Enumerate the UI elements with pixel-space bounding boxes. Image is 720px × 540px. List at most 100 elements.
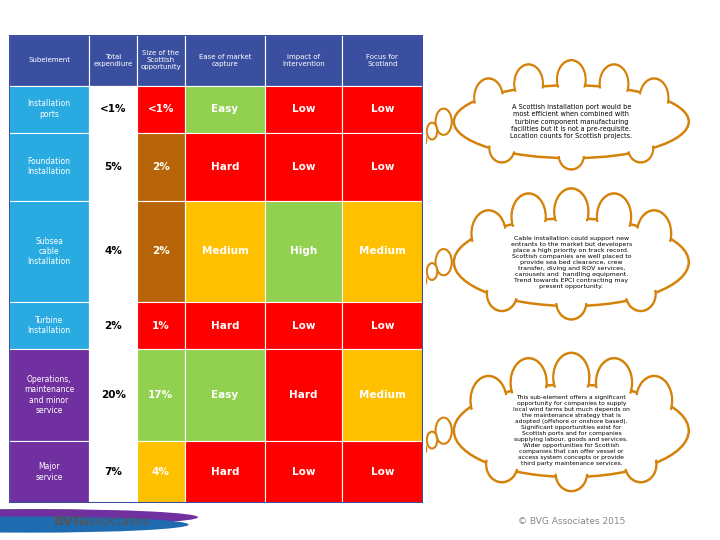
Ellipse shape bbox=[597, 193, 631, 240]
Circle shape bbox=[436, 417, 451, 444]
Bar bbox=[89, 86, 137, 133]
Ellipse shape bbox=[558, 62, 585, 98]
Text: Low: Low bbox=[292, 161, 315, 172]
Ellipse shape bbox=[458, 221, 685, 303]
Bar bbox=[9, 200, 89, 302]
Ellipse shape bbox=[598, 360, 631, 406]
Text: 5%: 5% bbox=[104, 161, 122, 172]
Text: Low: Low bbox=[292, 321, 315, 331]
Circle shape bbox=[436, 249, 451, 275]
Text: This sub-element offers a significant
opportunity for companies to supply
local : This sub-element offers a significant op… bbox=[513, 395, 630, 466]
Text: Low: Low bbox=[371, 467, 394, 477]
Bar bbox=[184, 441, 265, 503]
Text: 17%: 17% bbox=[148, 390, 174, 400]
Text: Medium: Medium bbox=[202, 246, 248, 256]
Text: 4%: 4% bbox=[152, 467, 170, 477]
Bar bbox=[265, 86, 342, 133]
Ellipse shape bbox=[596, 358, 632, 407]
Bar bbox=[9, 86, 89, 133]
Circle shape bbox=[427, 263, 437, 280]
Ellipse shape bbox=[627, 279, 654, 309]
Text: Hard: Hard bbox=[211, 467, 239, 477]
Text: 2%: 2% bbox=[152, 246, 170, 256]
Ellipse shape bbox=[487, 278, 517, 311]
Ellipse shape bbox=[600, 66, 627, 102]
Bar bbox=[265, 133, 342, 200]
Ellipse shape bbox=[458, 87, 685, 156]
Bar bbox=[89, 200, 137, 302]
Text: Cable installation could support new
entrants to the market but developers
place: Cable installation could support new ent… bbox=[510, 235, 632, 289]
Text: Major
service: Major service bbox=[35, 462, 63, 482]
Bar bbox=[184, 349, 265, 441]
Bar bbox=[89, 133, 137, 200]
Text: Focus for
Scotland: Focus for Scotland bbox=[366, 54, 398, 67]
Ellipse shape bbox=[629, 134, 653, 163]
Ellipse shape bbox=[510, 358, 546, 407]
Bar bbox=[184, 86, 265, 133]
Circle shape bbox=[0, 509, 198, 525]
Text: Low: Low bbox=[371, 161, 394, 172]
Ellipse shape bbox=[513, 195, 544, 238]
Text: Ease of market
capture: Ease of market capture bbox=[199, 54, 251, 67]
Circle shape bbox=[420, 136, 426, 145]
Bar bbox=[137, 302, 184, 349]
Ellipse shape bbox=[598, 195, 630, 238]
Bar bbox=[342, 133, 423, 200]
Circle shape bbox=[427, 123, 437, 139]
Circle shape bbox=[0, 509, 179, 525]
Bar bbox=[137, 35, 184, 86]
Ellipse shape bbox=[557, 60, 585, 99]
Ellipse shape bbox=[487, 448, 516, 481]
Ellipse shape bbox=[471, 376, 506, 425]
Ellipse shape bbox=[554, 353, 589, 402]
Text: Size of the
Scottish
opportunity: Size of the Scottish opportunity bbox=[140, 50, 181, 70]
Bar bbox=[89, 349, 137, 441]
Text: Impact of
Intervention: Impact of Intervention bbox=[282, 54, 325, 67]
Text: Medium: Medium bbox=[359, 390, 405, 400]
Text: Low: Low bbox=[371, 104, 394, 114]
Bar bbox=[342, 441, 423, 503]
Bar bbox=[342, 35, 423, 86]
Ellipse shape bbox=[556, 456, 587, 491]
Circle shape bbox=[420, 445, 426, 454]
Text: Easy: Easy bbox=[212, 104, 238, 114]
Ellipse shape bbox=[515, 64, 543, 103]
Text: 20%: 20% bbox=[101, 390, 126, 400]
Ellipse shape bbox=[454, 85, 689, 158]
Text: Low: Low bbox=[292, 104, 315, 114]
Text: 2%: 2% bbox=[104, 321, 122, 331]
Ellipse shape bbox=[600, 64, 628, 103]
Bar bbox=[184, 35, 265, 86]
Bar bbox=[265, 349, 342, 441]
Ellipse shape bbox=[637, 377, 671, 423]
Bar bbox=[342, 200, 423, 302]
Ellipse shape bbox=[626, 448, 655, 481]
Text: Installation
ports: Installation ports bbox=[27, 99, 71, 119]
Text: Hard: Hard bbox=[289, 390, 318, 400]
Ellipse shape bbox=[490, 134, 514, 163]
Ellipse shape bbox=[472, 377, 505, 423]
Text: Operations,
maintenance
and minor
service: Operations, maintenance and minor servic… bbox=[24, 375, 74, 415]
Bar bbox=[9, 349, 89, 441]
Text: Turbine
Installation: Turbine Installation bbox=[27, 316, 71, 335]
Ellipse shape bbox=[490, 136, 513, 161]
Ellipse shape bbox=[638, 212, 670, 255]
Circle shape bbox=[420, 276, 426, 286]
Ellipse shape bbox=[454, 384, 689, 477]
Ellipse shape bbox=[488, 279, 516, 309]
Text: Easy: Easy bbox=[212, 390, 238, 400]
Bar bbox=[9, 302, 89, 349]
Ellipse shape bbox=[474, 78, 503, 117]
Ellipse shape bbox=[557, 286, 586, 320]
Text: <1%: <1% bbox=[100, 104, 127, 114]
Ellipse shape bbox=[560, 143, 582, 168]
Bar bbox=[137, 441, 184, 503]
Bar bbox=[342, 86, 423, 133]
Text: associates: associates bbox=[81, 515, 150, 528]
Circle shape bbox=[436, 109, 451, 135]
Text: Total
expendiure: Total expendiure bbox=[94, 54, 132, 67]
Text: Subsea
cable
Installation: Subsea cable Installation bbox=[27, 237, 71, 266]
Ellipse shape bbox=[640, 78, 668, 117]
Text: Hard: Hard bbox=[211, 161, 239, 172]
Text: Subelement: Subelement bbox=[28, 57, 70, 63]
